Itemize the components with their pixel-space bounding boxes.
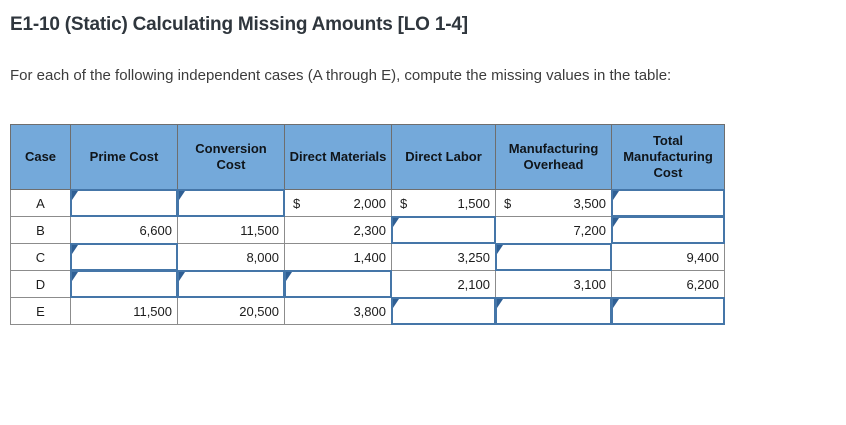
cell-E-prime-cost-value: 11,500 bbox=[70, 297, 178, 325]
cell-value: 6,600 bbox=[139, 222, 172, 238]
cell-D-manufacturing-overhead-value: 3,100 bbox=[495, 270, 612, 298]
table-row-B: B 6,600 11,500 2,300 7,200 bbox=[10, 216, 725, 244]
answer-flag-icon bbox=[179, 191, 185, 200]
table-row-C: C 8,000 1,400 3,250 9,400 bbox=[10, 243, 725, 271]
table-row-D: D 2,100 3,100 6,200 bbox=[10, 270, 725, 298]
cell-E-conversion-cost-value: 20,500 bbox=[177, 297, 285, 325]
cell-value: 1,500 bbox=[457, 195, 490, 211]
header-row: Case Prime Cost Conversion Cost Direct M… bbox=[10, 124, 725, 190]
cell-C-manufacturing-overhead bbox=[495, 243, 612, 271]
cell-C-direct-labor-value: 3,250 bbox=[391, 243, 496, 271]
table-row-A: A $2,000 $1,500 $3,500 bbox=[10, 189, 725, 217]
answer-flag-icon bbox=[72, 272, 78, 281]
cell-value: 3,500 bbox=[573, 195, 606, 211]
cell-value: 2,000 bbox=[353, 195, 386, 211]
cell-E-total-manufacturing-cost bbox=[611, 297, 725, 325]
answer-flag-icon bbox=[393, 299, 399, 308]
answer-flag-icon bbox=[613, 191, 619, 200]
currency-symbol: $ bbox=[400, 195, 408, 211]
cell-E-manufacturing-overhead bbox=[495, 297, 612, 325]
col-header-direct-labor: Direct Labor bbox=[391, 124, 496, 190]
cell-E-direct-materials-value: 3,800 bbox=[284, 297, 392, 325]
cell-C-prime-cost-input[interactable] bbox=[70, 243, 178, 271]
cell-B-direct-labor-input[interactable] bbox=[391, 216, 496, 244]
cell-A-direct-labor-value: $1,500 bbox=[391, 189, 496, 217]
cell-E-total-manufacturing-cost-input[interactable] bbox=[611, 297, 725, 325]
col-header-conversion-cost: Conversion Cost bbox=[177, 124, 285, 190]
col-header-manufacturing-overhead: Manufacturing Overhead bbox=[495, 124, 612, 190]
answer-flag-icon bbox=[179, 272, 185, 281]
cell-value: 7,200 bbox=[573, 222, 606, 238]
case-label-A: A bbox=[10, 189, 71, 217]
currency-symbol: $ bbox=[504, 195, 512, 211]
cell-value: 2,100 bbox=[457, 276, 490, 292]
cell-value: 20,500 bbox=[239, 303, 279, 319]
cell-D-direct-materials bbox=[284, 270, 392, 298]
cell-B-direct-materials-value: 2,300 bbox=[284, 216, 392, 244]
cell-B-total-manufacturing-cost-input[interactable] bbox=[611, 216, 725, 244]
cell-C-manufacturing-overhead-input[interactable] bbox=[495, 243, 612, 271]
cell-A-prime-cost-input[interactable] bbox=[70, 189, 178, 217]
cell-B-total-manufacturing-cost bbox=[611, 216, 725, 244]
answer-flag-icon bbox=[613, 218, 619, 227]
case-label-B: B bbox=[10, 216, 71, 244]
answer-flag-icon bbox=[72, 245, 78, 254]
answer-flag-icon bbox=[286, 272, 292, 281]
col-header-case: Case bbox=[10, 124, 71, 190]
cell-C-prime-cost bbox=[70, 243, 178, 271]
cell-E-direct-labor-input[interactable] bbox=[391, 297, 496, 325]
cell-value: 6,200 bbox=[686, 276, 719, 292]
cell-D-conversion-cost bbox=[177, 270, 285, 298]
cell-C-total-manufacturing-cost-value: 9,400 bbox=[611, 243, 725, 271]
cell-value: 8,000 bbox=[246, 249, 279, 265]
cell-D-total-manufacturing-cost-value: 6,200 bbox=[611, 270, 725, 298]
cell-A-total-manufacturing-cost-input[interactable] bbox=[611, 189, 725, 217]
col-header-total-manufacturing-cost: Total Manufacturing Cost bbox=[611, 124, 725, 190]
cell-value: 3,250 bbox=[457, 249, 490, 265]
cell-value: 11,500 bbox=[133, 303, 172, 319]
case-label-C: C bbox=[10, 243, 71, 271]
cell-value: 3,800 bbox=[353, 303, 386, 319]
col-header-prime-cost: Prime Cost bbox=[70, 124, 178, 190]
instructions-text: For each of the following independent ca… bbox=[10, 67, 672, 84]
cell-D-direct-labor-value: 2,100 bbox=[391, 270, 496, 298]
currency-symbol: $ bbox=[293, 195, 301, 211]
cell-value: 9,400 bbox=[686, 249, 719, 265]
answer-flag-icon bbox=[497, 299, 503, 308]
cell-C-direct-materials-value: 1,400 bbox=[284, 243, 392, 271]
cell-value: 11,500 bbox=[240, 222, 279, 238]
cell-A-manufacturing-overhead-value: $3,500 bbox=[495, 189, 612, 217]
answer-flag-icon bbox=[613, 299, 619, 308]
cell-A-prime-cost bbox=[70, 189, 178, 217]
cell-A-direct-materials-value: $2,000 bbox=[284, 189, 392, 217]
cell-A-total-manufacturing-cost bbox=[611, 189, 725, 217]
cell-B-prime-cost-value: 6,600 bbox=[70, 216, 178, 244]
cell-D-direct-materials-input[interactable] bbox=[284, 270, 392, 298]
cell-B-manufacturing-overhead-value: 7,200 bbox=[495, 216, 612, 244]
cell-E-manufacturing-overhead-input[interactable] bbox=[495, 297, 612, 325]
missing-amounts-table: Case Prime Cost Conversion Cost Direct M… bbox=[10, 124, 725, 325]
cell-E-direct-labor bbox=[391, 297, 496, 325]
answer-flag-icon bbox=[393, 218, 399, 227]
cell-value: 3,100 bbox=[573, 276, 606, 292]
cell-value: 1,400 bbox=[353, 249, 386, 265]
table-row-E: E 11,500 20,500 3,800 bbox=[10, 297, 725, 325]
cell-B-direct-labor bbox=[391, 216, 496, 244]
cell-D-prime-cost-input[interactable] bbox=[70, 270, 178, 298]
case-label-E: E bbox=[10, 297, 71, 325]
cell-D-conversion-cost-input[interactable] bbox=[177, 270, 285, 298]
case-label-D: D bbox=[10, 270, 71, 298]
cell-B-conversion-cost-value: 11,500 bbox=[177, 216, 285, 244]
cell-A-conversion-cost bbox=[177, 189, 285, 217]
cell-A-conversion-cost-input[interactable] bbox=[177, 189, 285, 217]
page-title: E1-10 (Static) Calculating Missing Amoun… bbox=[10, 14, 468, 35]
cell-C-conversion-cost-value: 8,000 bbox=[177, 243, 285, 271]
col-header-direct-materials: Direct Materials bbox=[284, 124, 392, 190]
cell-value: 2,300 bbox=[353, 222, 386, 238]
cell-D-prime-cost bbox=[70, 270, 178, 298]
answer-flag-icon bbox=[497, 245, 503, 254]
answer-flag-icon bbox=[72, 191, 78, 200]
